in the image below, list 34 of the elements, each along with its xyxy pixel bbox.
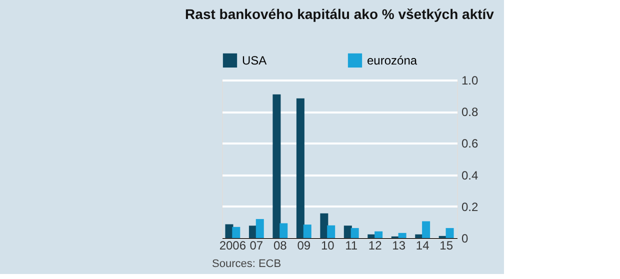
y-tick-label: 0.4 [462, 168, 479, 182]
bar [232, 226, 240, 238]
x-tick-label: 14 [416, 238, 430, 252]
legend-label: USA [242, 53, 267, 68]
bar [320, 213, 328, 238]
bar [327, 225, 336, 238]
bar [374, 231, 383, 238]
source-note: Sources: ECB [212, 258, 282, 270]
bar [272, 94, 281, 238]
x-tick-label: 11 [345, 238, 358, 252]
bar [350, 228, 359, 238]
x-tick-label: 08 [273, 238, 288, 252]
bar [296, 98, 304, 238]
x-tick-label: 15 [440, 238, 454, 252]
bar [344, 226, 352, 238]
y-tick-label: 1.0 [462, 74, 479, 88]
legend-label: eurozóna [367, 53, 418, 68]
bar [398, 232, 406, 238]
x-tick-label: 07 [250, 238, 264, 252]
bar [422, 221, 430, 238]
y-tick-label: 0.8 [462, 105, 479, 120]
bar [280, 223, 288, 238]
y-tick-label: 0.2 [462, 200, 479, 214]
x-tick-label: 12 [368, 238, 382, 252]
y-tick-label: 0 [462, 232, 468, 246]
bar [256, 219, 264, 238]
bar [446, 228, 454, 238]
x-tick-label: 2006 [219, 238, 246, 252]
x-tick-label: 09 [297, 238, 311, 252]
bar [303, 224, 312, 238]
chart-title: Rast bankového kapitálu ako % všetkých aktív [185, 6, 494, 22]
x-tick-label: 10 [320, 238, 335, 252]
y-tick-label: 0.6 [462, 136, 479, 151]
x-tick-label: 13 [392, 238, 406, 252]
